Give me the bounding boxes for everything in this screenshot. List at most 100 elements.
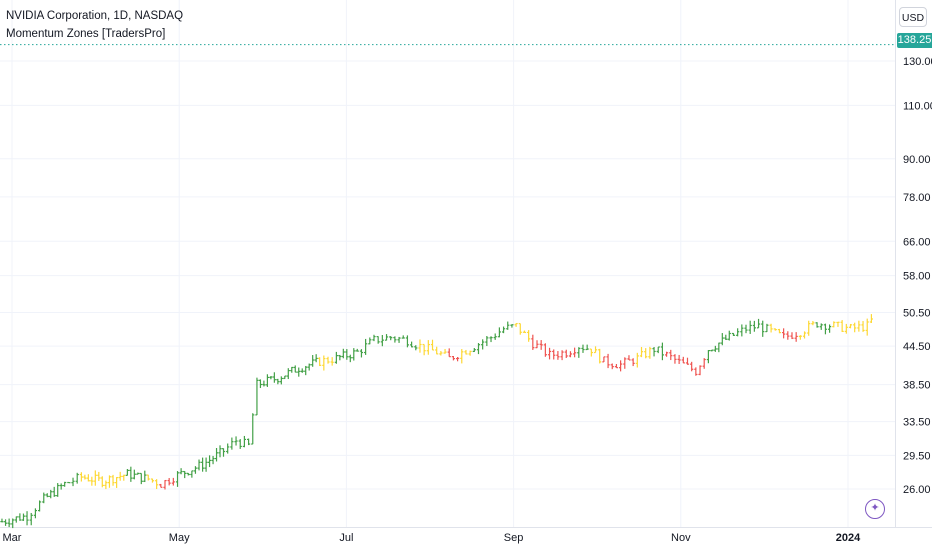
currency-button[interactable]: USD xyxy=(899,7,927,27)
x-tick-label: May xyxy=(169,532,190,544)
ohlc-bar xyxy=(334,351,338,364)
ohlc-bar xyxy=(279,376,283,385)
ohlc-bar xyxy=(414,345,418,351)
ohlc-bar xyxy=(848,323,853,329)
price-axis[interactable]: 130.00 110.00 90.00 78.00 66.00 58.00 50.50 44.… xyxy=(903,56,932,496)
ohlc-bar xyxy=(435,346,439,355)
ohlc-bar xyxy=(598,348,602,364)
chart-title[interactable]: NVIDIA Corporation, 1D, NASDAQ xyxy=(6,10,184,22)
ohlc-bar xyxy=(748,320,752,334)
ohlc-bar xyxy=(300,368,304,373)
ohlc-bar xyxy=(118,471,122,481)
ohlc-bar xyxy=(673,354,677,364)
ohlc-bar xyxy=(790,332,794,340)
ohlc-bar xyxy=(644,348,648,359)
ohlc-bars xyxy=(0,314,874,529)
ohlc-bar xyxy=(840,320,844,333)
ohlc-bar xyxy=(493,333,497,340)
ohlc-bar xyxy=(710,349,714,352)
ohlc-bar xyxy=(464,349,468,355)
ohlc-bar xyxy=(585,344,589,351)
ohlc-bar xyxy=(401,335,405,339)
ohlc-bar xyxy=(11,518,15,529)
ohlc-bar xyxy=(86,474,90,482)
ohlc-bar xyxy=(283,375,287,380)
ohlc-bar xyxy=(37,500,42,512)
ohlc-bar xyxy=(56,483,60,497)
ohlc-bar xyxy=(443,348,447,354)
ohlc-bar xyxy=(201,457,205,472)
ohlc-bar xyxy=(410,341,414,348)
ohlc-bar xyxy=(731,332,736,336)
ohlc-bar xyxy=(736,328,740,337)
ohlc-bar xyxy=(272,372,276,383)
ohlc-bar xyxy=(639,346,644,358)
ohlc-bar xyxy=(143,470,147,483)
ohlc-bar xyxy=(326,356,330,364)
ohlc-bar xyxy=(439,351,443,356)
ohlc-bar xyxy=(518,322,522,335)
ohlc-bar xyxy=(42,492,46,504)
ohlc-bar xyxy=(218,445,222,458)
sparkle-icon[interactable]: ✦ xyxy=(865,499,885,519)
ohlc-bar xyxy=(348,354,352,363)
ohlc-bar xyxy=(497,327,501,338)
indicator-legend[interactable]: Momentum Zones [TradersPro] xyxy=(6,28,166,40)
ohlc-bar xyxy=(702,358,706,369)
ohlc-bar xyxy=(547,347,552,360)
ohlc-bar xyxy=(627,355,631,361)
ohlc-bar xyxy=(690,361,694,372)
ohlc-bar xyxy=(226,443,230,454)
ohlc-bar xyxy=(485,335,489,347)
y-tick-label: 66.00 xyxy=(903,236,931,248)
ohlc-bar xyxy=(489,336,493,343)
ohlc-bar xyxy=(139,472,143,485)
ohlc-bar xyxy=(234,436,238,446)
ohlc-bar xyxy=(422,343,426,356)
ohlc-bar xyxy=(815,322,819,328)
ohlc-bar xyxy=(0,518,4,523)
ohlc-bar xyxy=(865,318,869,336)
ohlc-bar xyxy=(293,365,297,373)
ohlc-bar xyxy=(179,468,183,475)
ohlc-bar xyxy=(214,448,219,462)
ohlc-bar xyxy=(631,358,635,367)
x-tick-label: Nov xyxy=(671,532,691,544)
ohlc-bar xyxy=(460,349,464,364)
ohlc-bar xyxy=(756,318,761,329)
ohlc-bar xyxy=(129,466,133,482)
ohlc-bar xyxy=(93,470,97,486)
ohlc-bar xyxy=(510,324,514,328)
ohlc-bar xyxy=(246,438,251,446)
ohlc-bar xyxy=(706,349,710,364)
ohlc-bar xyxy=(262,380,266,387)
ohlc-bar xyxy=(393,336,397,343)
ohlc-bar xyxy=(242,435,247,448)
ohlc-bar xyxy=(33,508,38,519)
grid-lines xyxy=(0,0,932,528)
ohlc-bar xyxy=(720,333,724,346)
ohlc-bar xyxy=(341,348,345,359)
ohlc-bar xyxy=(564,349,568,358)
ohlc-bar xyxy=(717,342,721,353)
ohlc-bar xyxy=(276,378,280,385)
ohlc-bar xyxy=(828,324,832,333)
ohlc-bar xyxy=(311,355,315,367)
ohlc-bar xyxy=(761,320,765,337)
ohlc-bar xyxy=(568,351,573,358)
ohlc-bar xyxy=(190,470,194,478)
ohlc-bar xyxy=(132,469,136,480)
ohlc-bar xyxy=(372,334,376,342)
ohlc-bar xyxy=(111,474,115,486)
ohlc-bar xyxy=(211,455,215,465)
ohlc-bar xyxy=(857,320,861,332)
ohlc-bar xyxy=(330,357,334,366)
ohlc-bar xyxy=(786,331,790,340)
x-tick-label: Jul xyxy=(339,532,353,544)
x-tick-label: 2024 xyxy=(836,532,861,544)
ohlc-bar xyxy=(63,481,67,487)
ohlc-bar xyxy=(713,345,717,352)
time-axis[interactable]: MarMayJulSepNov2024MarMayJulSepNov xyxy=(3,532,932,544)
x-tick-label: Sep xyxy=(504,532,524,544)
